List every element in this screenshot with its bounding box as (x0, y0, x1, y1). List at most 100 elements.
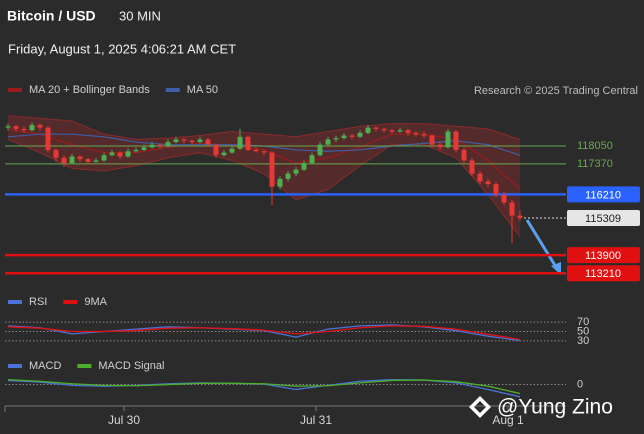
level-label-box (567, 247, 640, 264)
candle-body (325, 139, 331, 145)
candle-body (221, 152, 227, 156)
candle-body (509, 202, 515, 216)
candle-body (77, 156, 83, 160)
candle-body (109, 152, 115, 156)
candle-body (213, 144, 219, 156)
candle-body (309, 155, 315, 164)
candle-body (61, 157, 67, 164)
current-price-label: 115309 (585, 213, 621, 225)
candle-body (429, 135, 435, 145)
legend-swatch (63, 300, 78, 304)
candle-body (285, 173, 291, 179)
watermark-text: @Yung Zino (497, 396, 613, 419)
candle-body (165, 142, 171, 146)
candle-body (437, 144, 443, 148)
candle-body (365, 127, 371, 133)
level-label: 113900 (585, 250, 621, 262)
candle-body (205, 139, 211, 145)
candle-body (141, 147, 147, 150)
candle-body (85, 159, 91, 162)
candle-body (477, 173, 483, 182)
y-tick-label: 0 (577, 378, 583, 390)
candle-body (245, 136, 251, 150)
candle-body (45, 127, 51, 150)
interval: 30 MIN (119, 8, 161, 23)
legend-swatch (77, 364, 92, 368)
candle-body (253, 149, 259, 152)
candle-body (461, 149, 467, 161)
candle-body (349, 135, 355, 137)
candle-body (421, 134, 427, 136)
legend-label: MACD Signal (98, 360, 164, 372)
current-price-box (567, 210, 640, 227)
legend-swatch (8, 300, 22, 304)
candle-body (93, 160, 99, 162)
indicator-line (7, 378, 521, 395)
candle-body (413, 132, 419, 135)
candle-body (277, 178, 283, 187)
candle-body (101, 155, 107, 161)
bollinger-upper (7, 115, 521, 140)
bollinger-lower (7, 138, 521, 237)
candle-body (389, 130, 395, 132)
candle-body (189, 140, 195, 143)
candle-body (69, 156, 75, 164)
candle-body (229, 148, 235, 153)
indicator-line (7, 325, 521, 341)
legend-label: 9MA (84, 296, 107, 308)
credit: Research © 2025 Trading Central (474, 85, 638, 97)
candle-body (237, 136, 243, 149)
level-label: 116210 (585, 189, 621, 201)
watermark: @Yung Zino (469, 396, 613, 419)
candle-body (181, 139, 187, 141)
candle-body (125, 151, 131, 157)
candle-body (21, 128, 27, 131)
x-tick-label: Aug 1 (492, 413, 524, 427)
candle-body (501, 194, 507, 203)
legend-label: RSI (29, 296, 47, 308)
forecast-arrowhead (551, 262, 561, 275)
candle-body (373, 127, 379, 129)
x-tick-label: Jul 30 (108, 413, 140, 427)
legend-label: MA 50 (187, 84, 218, 96)
candle-body (157, 144, 163, 146)
candle-body (37, 124, 43, 128)
candle-body (197, 139, 203, 143)
level-label: 113210 (585, 268, 621, 280)
candle-body (469, 160, 475, 174)
candle-body (29, 124, 35, 131)
datetime: Friday, August 1, 2025 4:06:21 AM CET (8, 41, 236, 56)
candle-body (269, 152, 275, 187)
candle-body (333, 138, 339, 140)
title: Bitcoin / USD (7, 8, 96, 24)
x-tick-label: Jul 31 (300, 413, 332, 427)
candle-body (493, 184, 499, 195)
candle-body (445, 131, 451, 148)
legend-label: MACD (29, 360, 61, 372)
y-tick-label: 30 (577, 335, 589, 347)
candle-body (301, 163, 307, 170)
y-tick-label: 50 (577, 325, 589, 337)
level-label-box (567, 265, 640, 282)
candle-body (53, 149, 59, 158)
candle-body (357, 132, 363, 137)
level-label: 117370 (577, 158, 613, 170)
candle-body (517, 215, 523, 219)
legend-swatch (8, 88, 22, 92)
candle-body (317, 144, 323, 156)
y-tick-label: 70 (577, 316, 589, 328)
candle-body (397, 130, 403, 132)
candle-body (5, 126, 11, 128)
forecast-arrow (525, 219, 558, 268)
candle-body (261, 151, 267, 153)
legend-swatch (8, 364, 22, 368)
candle-body (341, 135, 347, 139)
candle-body (133, 149, 139, 152)
candle-body (173, 139, 179, 143)
level-label-box (567, 186, 640, 203)
candle-body (117, 152, 123, 157)
watermark-icon (469, 396, 491, 418)
